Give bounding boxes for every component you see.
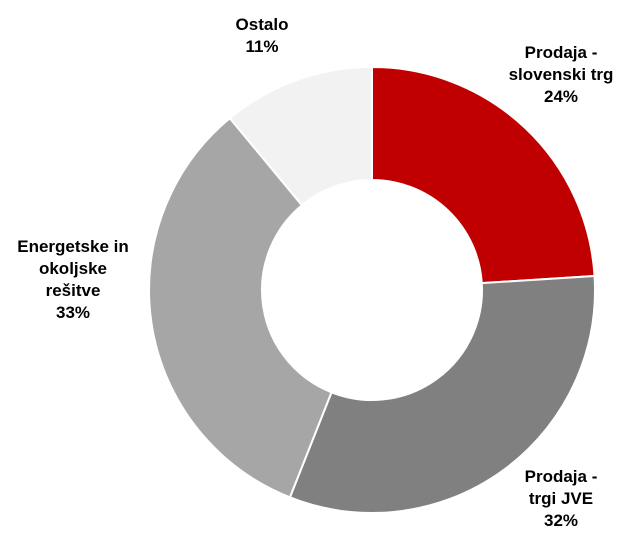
slice-label-line: Prodaja - bbox=[524, 43, 598, 62]
slice-label-line: slovenski trg bbox=[508, 65, 614, 84]
slice-label-line: rešitve bbox=[45, 281, 101, 300]
slice-value-label: 11% bbox=[245, 37, 279, 56]
slice-label-line: Ostalo bbox=[235, 15, 289, 34]
donut-slice-1 bbox=[288, 274, 596, 514]
donut-slice-0 bbox=[371, 65, 596, 285]
slice-label-line: trgi JVE bbox=[528, 489, 594, 508]
slice-label-prodaja-trgi-jve: Prodaja - trgi JVE 32% bbox=[506, 466, 616, 532]
slice-value-label: 24% bbox=[543, 87, 579, 106]
donut-slice-3 bbox=[228, 65, 373, 207]
donut-slice-2 bbox=[148, 116, 333, 499]
slice-label-line: Prodaja - bbox=[524, 467, 598, 486]
slice-label-line: okoljske bbox=[38, 259, 108, 278]
slice-label-line: Energetske in bbox=[17, 237, 129, 256]
donut-slices bbox=[148, 65, 596, 514]
slice-value-label: 33% bbox=[55, 303, 91, 322]
slice-label-prodaja-slovenski-trg: Prodaja - slovenski trg 24% bbox=[498, 42, 624, 108]
slice-value-label: 32% bbox=[543, 511, 579, 530]
slice-label-ostalo: Ostalo 11% bbox=[218, 14, 306, 58]
slice-label-energetske-resitve: Energetske in okoljske rešitve 33% bbox=[0, 236, 146, 324]
